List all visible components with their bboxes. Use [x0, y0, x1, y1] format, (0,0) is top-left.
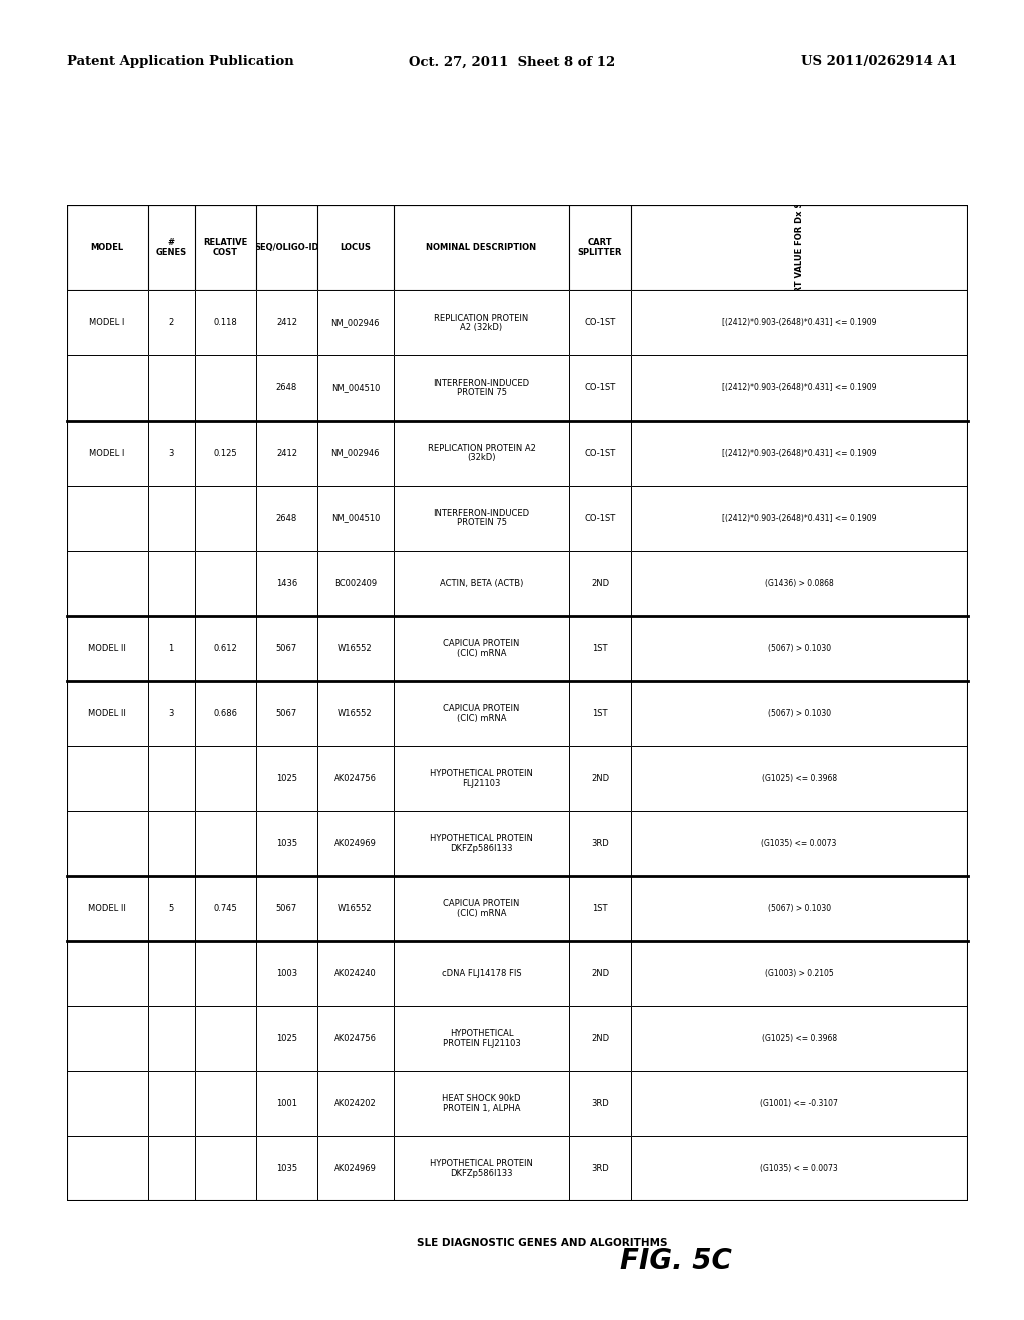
Text: LOCUS: LOCUS	[340, 243, 371, 252]
Text: 1035: 1035	[275, 1164, 297, 1173]
Text: CAPICUA PROTEIN
(CIC) mRNA: CAPICUA PROTEIN (CIC) mRNA	[443, 899, 520, 917]
Text: 1035: 1035	[275, 840, 297, 847]
Text: 1ST: 1ST	[592, 904, 608, 913]
Text: AK024202: AK024202	[334, 1100, 377, 1107]
Text: HYPOTHETICAL PROTEIN
FLJ21103: HYPOTHETICAL PROTEIN FLJ21103	[430, 770, 532, 788]
Text: AK024240: AK024240	[334, 969, 377, 978]
Text: 1025: 1025	[275, 1034, 297, 1043]
Text: 5067: 5067	[275, 709, 297, 718]
Text: NOMINAL DESCRIPTION: NOMINAL DESCRIPTION	[426, 243, 537, 252]
Text: cDNA FLJ14178 FIS: cDNA FLJ14178 FIS	[441, 969, 521, 978]
Text: 0.125: 0.125	[213, 449, 237, 458]
Text: ACTIN, BETA (ACTB): ACTIN, BETA (ACTB)	[440, 578, 523, 587]
Text: 2: 2	[169, 318, 174, 327]
Text: MODEL I: MODEL I	[89, 318, 125, 327]
Text: #
GENES: # GENES	[156, 238, 186, 257]
Text: (G1001) <= -0.3107: (G1001) <= -0.3107	[760, 1100, 838, 1107]
Text: 1436: 1436	[275, 578, 297, 587]
Text: CO-1ST: CO-1ST	[585, 318, 615, 327]
Text: 1001: 1001	[275, 1100, 297, 1107]
Text: NM_004510: NM_004510	[331, 513, 380, 523]
Text: MODEL II: MODEL II	[88, 904, 126, 913]
Text: HYPOTHETICAL
PROTEIN FLJ21103: HYPOTHETICAL PROTEIN FLJ21103	[442, 1030, 520, 1048]
Text: NM_002946: NM_002946	[331, 318, 380, 327]
Text: CO-1ST: CO-1ST	[585, 384, 615, 392]
Text: FIG. 5C: FIG. 5C	[620, 1247, 732, 1275]
Text: INTERFERON-INDUCED
PROTEIN 75: INTERFERON-INDUCED PROTEIN 75	[433, 508, 529, 528]
Text: AK024969: AK024969	[334, 840, 377, 847]
Text: (G1035) < = 0.0073: (G1035) < = 0.0073	[760, 1164, 838, 1173]
Text: 2648: 2648	[275, 384, 297, 392]
Text: 0.612: 0.612	[213, 644, 237, 652]
Text: 2648: 2648	[275, 513, 297, 523]
Text: (5067) > 0.1030: (5067) > 0.1030	[768, 644, 830, 652]
Text: REPLICATION PROTEIN
A2 (32kD): REPLICATION PROTEIN A2 (32kD)	[434, 314, 528, 333]
Text: Oct. 27, 2011  Sheet 8 of 12: Oct. 27, 2011 Sheet 8 of 12	[409, 55, 615, 69]
Text: 3: 3	[168, 709, 174, 718]
Text: NM_002946: NM_002946	[331, 449, 380, 458]
Text: 0.745: 0.745	[213, 904, 237, 913]
Text: (G1025) <= 0.3968: (G1025) <= 0.3968	[762, 774, 837, 783]
Text: AK024756: AK024756	[334, 774, 377, 783]
Text: 5: 5	[169, 904, 174, 913]
Text: MODEL: MODEL	[90, 243, 124, 252]
Text: 2412: 2412	[275, 449, 297, 458]
Text: HYPOTHETICAL PROTEIN
DKFZp586I133: HYPOTHETICAL PROTEIN DKFZp586I133	[430, 834, 532, 853]
Text: MODEL II: MODEL II	[88, 709, 126, 718]
Text: AK024756: AK024756	[334, 1034, 377, 1043]
Text: CART VALUE FOR Dx SLE: CART VALUE FOR Dx SLE	[795, 190, 804, 305]
Text: 1003: 1003	[275, 969, 297, 978]
Text: 3RD: 3RD	[591, 1164, 609, 1173]
Text: US 2011/0262914 A1: US 2011/0262914 A1	[802, 55, 957, 69]
Text: SLE DIAGNOSTIC GENES AND ALGORITHMS: SLE DIAGNOSTIC GENES AND ALGORITHMS	[418, 1238, 668, 1249]
Text: RELATIVE
COST: RELATIVE COST	[203, 238, 247, 257]
Text: HEAT SHOCK 90kD
PROTEIN 1, ALPHA: HEAT SHOCK 90kD PROTEIN 1, ALPHA	[442, 1094, 521, 1113]
Text: CO-1ST: CO-1ST	[585, 449, 615, 458]
Text: [(2412)*0.903-(2648)*0.431] <= 0.1909: [(2412)*0.903-(2648)*0.431] <= 0.1909	[722, 384, 877, 392]
Text: 1025: 1025	[275, 774, 297, 783]
Text: (G1025) <= 0.3968: (G1025) <= 0.3968	[762, 1034, 837, 1043]
Text: [(2412)*0.903-(2648)*0.431] <= 0.1909: [(2412)*0.903-(2648)*0.431] <= 0.1909	[722, 449, 877, 458]
Text: 2ND: 2ND	[591, 774, 609, 783]
Text: 2ND: 2ND	[591, 969, 609, 978]
Text: [(2412)*0.903-(2648)*0.431] <= 0.1909: [(2412)*0.903-(2648)*0.431] <= 0.1909	[722, 513, 877, 523]
Text: 2412: 2412	[275, 318, 297, 327]
Text: 0.118: 0.118	[213, 318, 237, 327]
Text: AK024969: AK024969	[334, 1164, 377, 1173]
Text: CAPICUA PROTEIN
(CIC) mRNA: CAPICUA PROTEIN (CIC) mRNA	[443, 704, 520, 722]
Text: 3RD: 3RD	[591, 840, 609, 847]
Text: MODEL II: MODEL II	[88, 644, 126, 652]
Text: CAPICUA PROTEIN
(CIC) mRNA: CAPICUA PROTEIN (CIC) mRNA	[443, 639, 520, 657]
Text: REPLICATION PROTEIN A2
(32kD): REPLICATION PROTEIN A2 (32kD)	[428, 444, 536, 462]
Text: 2ND: 2ND	[591, 1034, 609, 1043]
Text: 1ST: 1ST	[592, 644, 608, 652]
Text: HYPOTHETICAL PROTEIN
DKFZp586I133: HYPOTHETICAL PROTEIN DKFZp586I133	[430, 1159, 532, 1177]
Text: 1: 1	[169, 644, 174, 652]
Text: (G1436) > 0.0868: (G1436) > 0.0868	[765, 578, 834, 587]
Text: W16552: W16552	[338, 644, 373, 652]
Text: CART
SPLITTER: CART SPLITTER	[578, 238, 623, 257]
Text: CO-1ST: CO-1ST	[585, 513, 615, 523]
Text: Patent Application Publication: Patent Application Publication	[67, 55, 293, 69]
Text: NM_004510: NM_004510	[331, 384, 380, 392]
Text: BC002409: BC002409	[334, 578, 377, 587]
Text: 5067: 5067	[275, 904, 297, 913]
Text: (G1035) <= 0.0073: (G1035) <= 0.0073	[762, 840, 837, 847]
Text: (5067) > 0.1030: (5067) > 0.1030	[768, 709, 830, 718]
Text: [(2412)*0.903-(2648)*0.431] <= 0.1909: [(2412)*0.903-(2648)*0.431] <= 0.1909	[722, 318, 877, 327]
Text: 3RD: 3RD	[591, 1100, 609, 1107]
Text: INTERFERON-INDUCED
PROTEIN 75: INTERFERON-INDUCED PROTEIN 75	[433, 379, 529, 397]
Text: 2ND: 2ND	[591, 578, 609, 587]
Text: (5067) > 0.1030: (5067) > 0.1030	[768, 904, 830, 913]
Text: 3: 3	[168, 449, 174, 458]
Text: W16552: W16552	[338, 904, 373, 913]
Text: 5067: 5067	[275, 644, 297, 652]
Text: W16552: W16552	[338, 709, 373, 718]
Text: SEQ/OLIGO-ID: SEQ/OLIGO-ID	[254, 243, 318, 252]
Text: MODEL I: MODEL I	[89, 449, 125, 458]
Text: (G1003) > 0.2105: (G1003) > 0.2105	[765, 969, 834, 978]
Text: 1ST: 1ST	[592, 709, 608, 718]
Text: 0.686: 0.686	[213, 709, 238, 718]
